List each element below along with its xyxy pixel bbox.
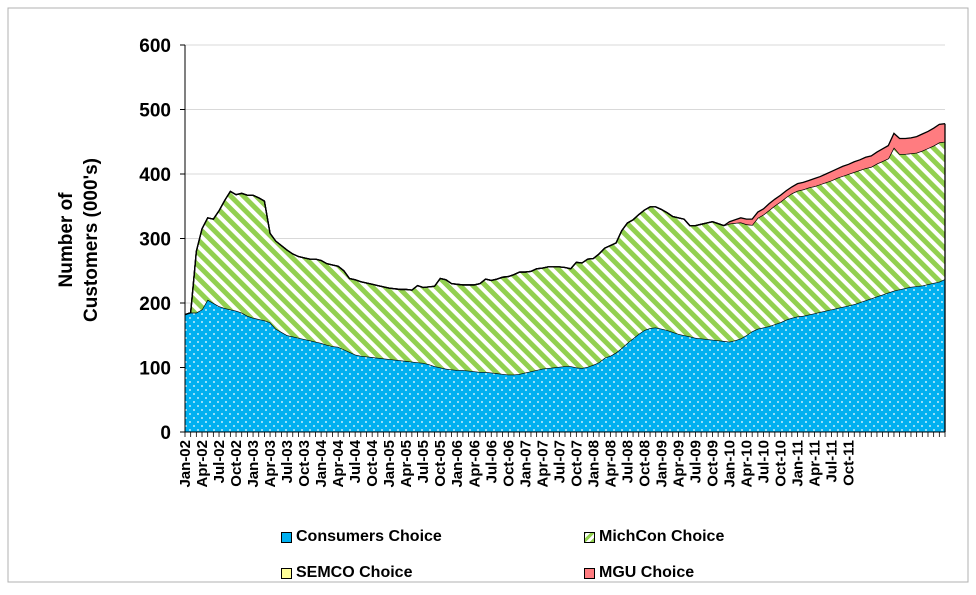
x-tick-label: Apr-11 [807, 440, 824, 487]
x-tick-label: Jul-03 [279, 440, 296, 483]
x-tick-label: Jul-08 [619, 440, 636, 483]
x-tick-label: Oct-04 [364, 439, 381, 486]
y-tick-label: 600 [139, 36, 171, 57]
legend-item-michcon: MichCon Choice [584, 528, 724, 546]
area-consumers-choice [185, 279, 945, 432]
x-tick-label: Jul-11 [824, 440, 841, 483]
x-tick-label: Oct-09 [705, 440, 722, 487]
legend-label-semco: SEMCO Choice [296, 564, 413, 581]
x-tick-label: Jul-10 [756, 440, 773, 483]
x-tick-label: Apr-06 [466, 440, 483, 488]
y-axis-title-line1: Number of [56, 192, 77, 288]
area-mgu-choice-outline [184, 123, 946, 316]
legend-swatch-semco [281, 567, 292, 579]
x-tick-label: Jul-09 [687, 440, 704, 483]
x-tick-label: Jan-06 [449, 440, 466, 488]
x-tick-label: Jan-02 [177, 440, 194, 488]
x-tick-label: Apr-08 [602, 440, 619, 488]
x-tick-label: Oct-02 [228, 440, 245, 487]
x-tick-label: Oct-05 [432, 440, 449, 487]
x-tick-label: Jan-04 [313, 439, 330, 487]
x-tick-label: Oct-06 [500, 440, 517, 487]
x-tick-label: Jan-09 [653, 440, 670, 488]
area-michcon-choice [185, 141, 945, 375]
legend-item-semco: SEMCO Choice [281, 564, 412, 582]
legend-swatch-mgu [584, 567, 595, 579]
x-tick-label: Jul-05 [415, 440, 432, 483]
x-tick-label: Oct-08 [636, 440, 653, 487]
x-tick-label: Oct-11 [841, 440, 858, 486]
axes [180, 44, 946, 437]
x-tick-label: Jan-08 [585, 440, 602, 488]
x-tick-label: Apr-09 [670, 440, 687, 488]
x-tick-label: Jan-11 [790, 440, 807, 487]
x-tick-label: Jan-07 [517, 440, 534, 488]
x-tick-label: Apr-07 [534, 440, 551, 488]
area-layer [184, 123, 946, 432]
y-tick-label: 400 [139, 165, 171, 186]
legend-swatch-michcon [584, 531, 595, 543]
y-tick-label: 100 [139, 359, 171, 380]
x-tick-labels: Jan-02 Apr-02 Jul-02 Oct-02 Jan-03 Apr-03 Jul-… [177, 439, 858, 487]
x-tick-label: Jul-04 [347, 439, 364, 483]
legend-label-michcon: MichCon Choice [599, 528, 725, 545]
x-tick-label: Apr-05 [398, 440, 415, 488]
y-tick-label: 0 [160, 423, 171, 444]
legend-label-consumers: Consumers Choice [296, 528, 442, 545]
x-tick-label: Jul-06 [483, 440, 500, 483]
x-tick-label: Apr-10 [739, 440, 756, 488]
x-tick-label: Apr-02 [194, 440, 211, 488]
x-tick-label: Jan-03 [245, 440, 262, 488]
x-tick-label: Jan-05 [381, 440, 398, 488]
x-tick-label: Apr-03 [262, 440, 279, 488]
y-tick-labels: 0 100 200 300 400 500 600 [139, 36, 171, 444]
x-tick-label: Jan-10 [722, 440, 739, 488]
y-axis-title-line2: Customers (000's) [81, 158, 102, 322]
y-tick-label: 500 [139, 101, 171, 122]
legend-label-mgu: MGU Choice [599, 564, 695, 581]
x-tick-label: Oct-03 [296, 440, 313, 487]
x-tick-label: Apr-04 [330, 439, 347, 487]
x-tick-label: Oct-07 [568, 440, 585, 487]
legend-item-consumers: Consumers Choice [281, 528, 442, 546]
x-tick-label: Jul-07 [551, 440, 568, 483]
y-tick-label: 300 [139, 230, 171, 251]
y-tick-label: 200 [139, 294, 171, 315]
x-tick-label: Oct-10 [773, 440, 790, 487]
legend-swatch-consumers [281, 531, 292, 543]
x-tick-label: Jul-02 [211, 440, 228, 483]
legend-item-mgu: MGU Choice [584, 564, 694, 582]
